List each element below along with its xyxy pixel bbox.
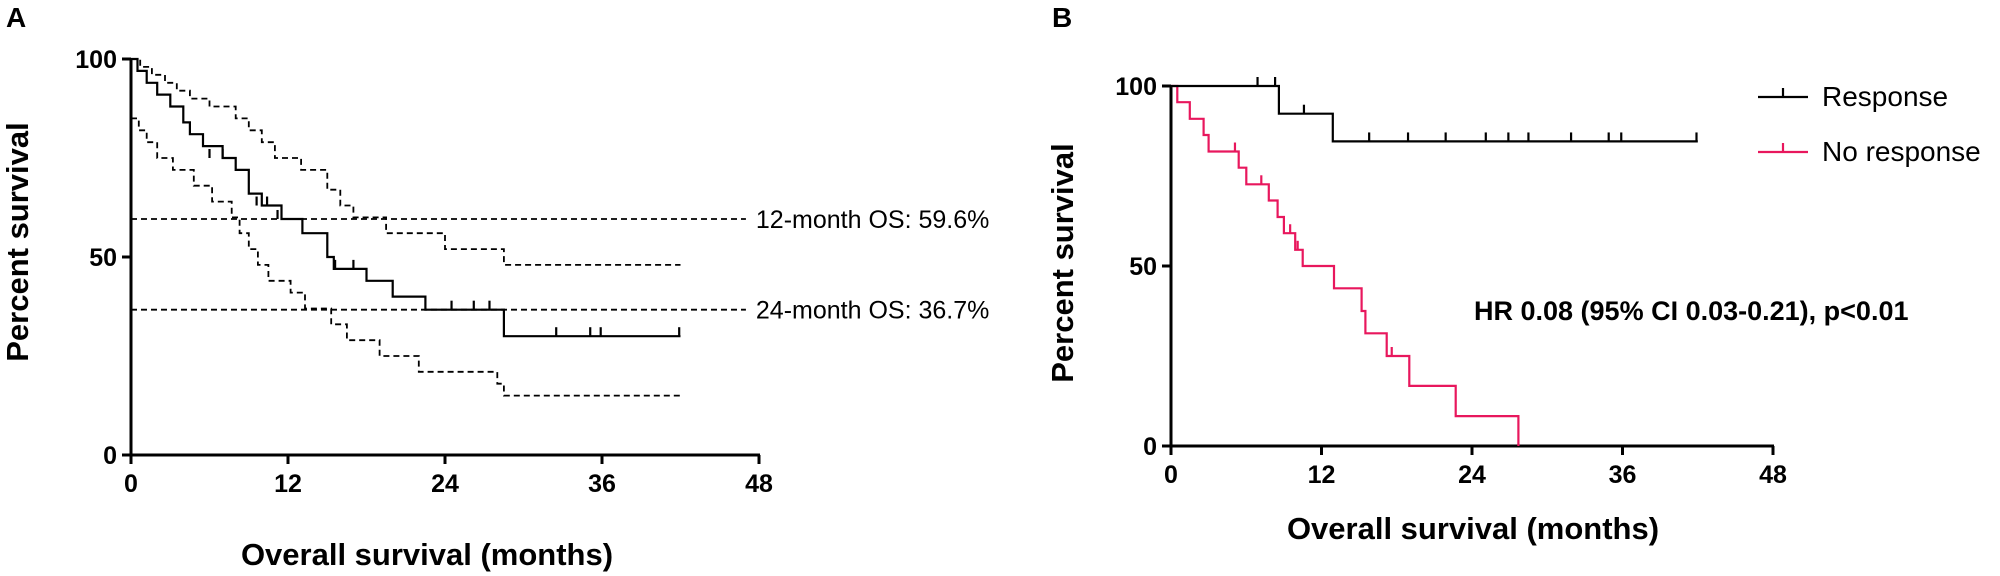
panel-a-y-axis-title: Percent survival [0,122,35,362]
panel-b-letter: B [1052,2,1072,33]
panel-b-x-tick-label-24: 24 [1458,461,1486,489]
panel-b-y-tick-label-0: 0 [1143,433,1157,461]
lower-confidence-band [131,117,681,397]
panel-b-hazard-ratio-annotation: HR 0.08 (95% CI 0.03-0.21), p<0.01 [1474,296,1908,326]
panel-b-y-tick-label-100: 100 [1115,73,1157,101]
panel-a-x-tick-label-12: 12 [274,470,302,498]
panel-b-survival-curves [1171,77,1698,446]
reference-label-24-month: 24-month OS: 36.7% [756,297,989,325]
panel-a-x-tick-label-48: 48 [745,470,773,498]
panel-a-y-tick-label-50: 50 [89,244,117,272]
panel-a-confidence-bands [131,58,681,397]
no-response-survival-line [1171,84,1520,446]
panel-a-kaplan-meier-overall: A Percent survival Overall survival (mon… [0,2,989,572]
panel-b-y-axis-title: Percent survival [1045,143,1080,383]
panel-a-x-tick-label-24: 24 [431,470,459,498]
panel-b-x-tick-label-48: 48 [1759,461,1787,489]
panel-a-x-tick-label-36: 36 [588,470,616,498]
panel-b-x-tick-label-12: 12 [1308,461,1336,489]
panel-a-survival-curve [131,57,681,338]
panel-a-letter: A [6,2,26,33]
panel-a-y-tick-label-100: 100 [75,46,117,74]
panel-a-reference-lines: 12-month OS: 59.6% 24-month OS: 36.7% [131,206,989,325]
response-survival-line [1171,84,1698,143]
panel-b-axes: 0 12 24 36 48 0 50 100 [1115,73,1787,489]
legend-label-response: Response [1822,81,1948,112]
panel-a-x-tick-label-0: 0 [124,470,138,498]
panel-a-x-axis-title: Overall survival (months) [241,537,613,572]
panel-b-kaplan-meier-response: B Percent survival Overall survival (mon… [1045,2,1981,546]
overall-survival-line [131,57,681,338]
panel-b-y-tick-label-50: 50 [1129,253,1157,281]
reference-label-12-month: 12-month OS: 59.6% [756,206,989,234]
legend-label-no-response: No response [1822,136,1981,167]
panel-b-legend: Response No response [1758,81,1981,167]
panel-b-x-tick-label-0: 0 [1164,461,1178,489]
panel-a-y-tick-label-0: 0 [103,442,117,470]
panel-a-axes: 0 12 24 36 48 0 50 100 [75,46,773,498]
upper-confidence-band [131,58,681,266]
panel-b-x-tick-label-36: 36 [1609,461,1637,489]
panel-b-x-axis-title: Overall survival (months) [1287,511,1659,546]
